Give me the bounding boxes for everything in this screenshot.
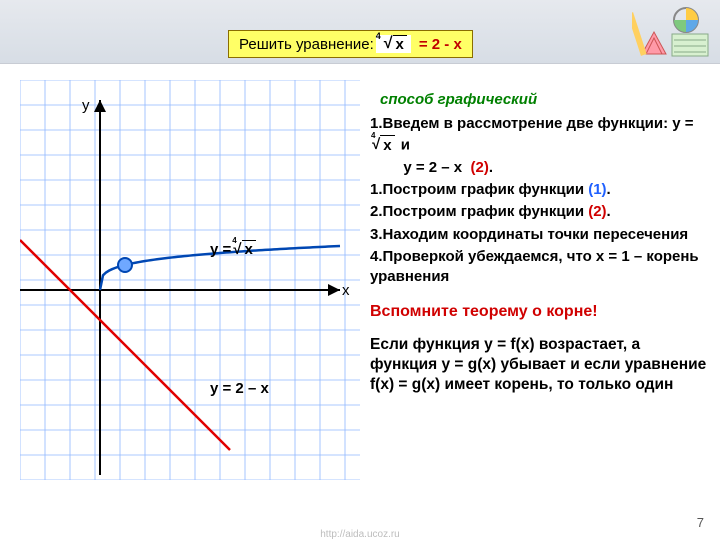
intersection-point — [118, 258, 132, 272]
remember-theorem: Вспомните теорему о корне! — [370, 301, 710, 323]
steps-list: 1.Введем в рассмотрение две функции: y =… — [370, 114, 710, 287]
step-item: 1.Введем в рассмотрение две функции: y =… — [370, 114, 710, 156]
prompt-rhs: = 2 - x — [419, 36, 462, 53]
footer-link: http://aida.ucoz.ru — [0, 529, 720, 540]
radix-in-curve-label: 4 √ x — [233, 240, 256, 258]
graph-panel: х y y = 4 √ x у = 2 – х — [20, 80, 360, 480]
curve-label: y = 4 √ x — [210, 240, 258, 258]
x-arrow — [328, 284, 340, 296]
step-item: у = 2 – х (2). — [370, 158, 710, 178]
theorem-text: Если функция у = f(х) возрастает, а функ… — [370, 335, 710, 395]
radix-expr: 4 √ x — [376, 35, 411, 53]
problem-prompt: Решить уравнение: 4 √ x = 2 - x — [228, 30, 473, 58]
grid — [20, 80, 360, 480]
stationery-deco — [632, 4, 712, 60]
y-arrow — [94, 100, 106, 112]
method-title: способ графический — [370, 90, 710, 110]
step-item: 3.Находим координаты точки пересечения — [370, 225, 710, 245]
graph-svg: х y — [20, 80, 360, 480]
header-bar: Решить уравнение: 4 √ x = 2 - x — [0, 0, 720, 64]
x-label: х — [342, 282, 350, 299]
y-label: y — [82, 97, 90, 114]
explanation-panel: способ графический 1.Введем в рассмотрен… — [370, 90, 710, 395]
prompt-prefix: Решить уравнение: — [239, 36, 374, 53]
step-item: 2.Построим график функции (2). — [370, 202, 710, 222]
page-number: 7 — [697, 515, 704, 530]
step-item: 1.Построим график функции (1). — [370, 180, 710, 200]
step-item: 4.Проверкой убеждаемся, что х = 1 – коре… — [370, 247, 710, 288]
line-label: у = 2 – х — [210, 380, 269, 397]
